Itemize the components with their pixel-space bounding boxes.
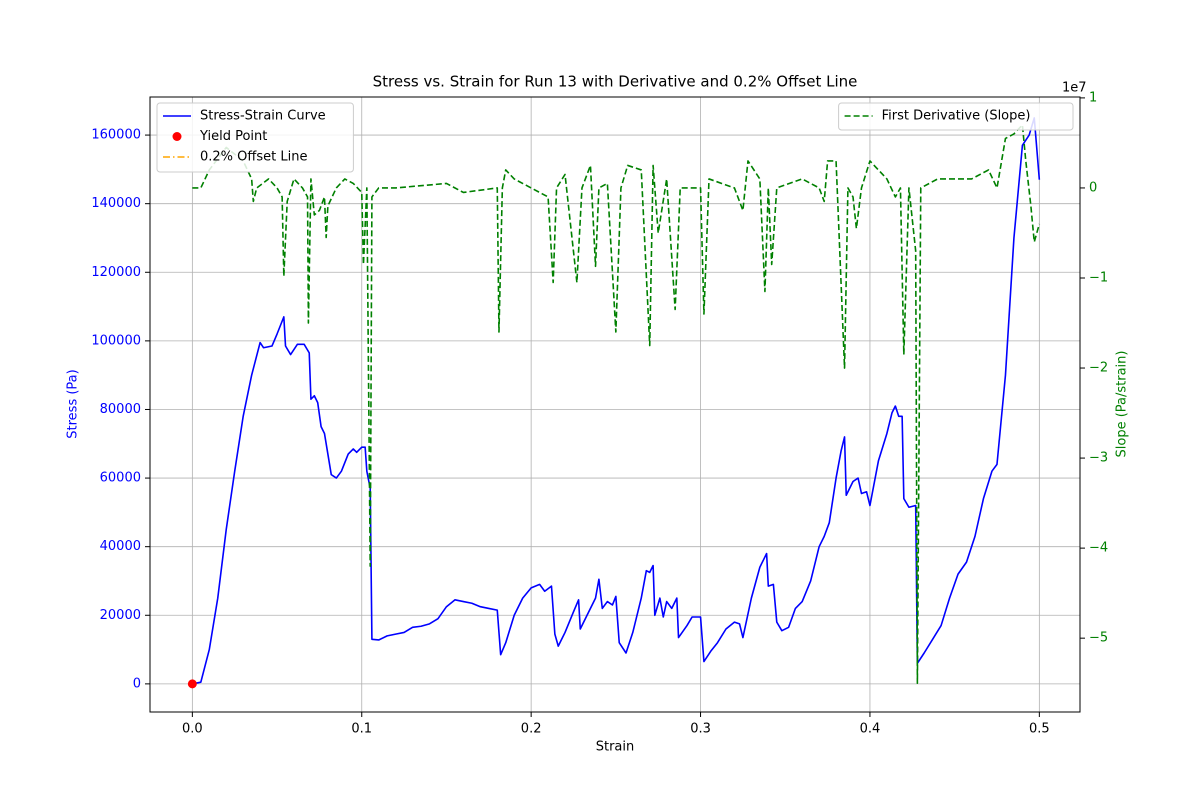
y-tick-label: 100000 [91,333,141,348]
legend-marker [172,132,182,141]
y-tick-label: 60000 [100,471,141,486]
y2-axis-label: Slope (Pa/strain) [1115,351,1130,458]
chart-title: Stress vs. Strain for Run 13 with Deriva… [373,73,858,91]
y2-tick-label: 1 [1089,90,1097,105]
x-tick-label: 0.2 [521,722,542,737]
x-tick-label: 0.0 [182,722,203,737]
y2-tick-label: 0 [1089,180,1097,195]
x-tick-label: 0.4 [860,722,881,737]
x-tick-label: 0.3 [690,722,711,737]
legend-box [838,102,1074,131]
y2-tick-label: −5 [1089,631,1108,646]
plot-frame [149,96,1081,713]
y2-tick-label: −2 [1089,361,1108,376]
y-axis-label: Stress (Pa) [66,369,81,438]
y-tick-label: 40000 [100,539,141,554]
y2-tick-label: −1 [1089,270,1108,285]
x-axis-label: Strain [596,740,635,755]
y2-tick-label: −4 [1089,541,1108,556]
x-tick-label: 0.1 [351,722,372,737]
y-tick-label: 160000 [91,128,141,143]
y-tick-label: 120000 [91,265,141,280]
y-tick-label: 80000 [100,402,141,417]
y2-offset-label: 1e7 [1062,81,1087,96]
derivative-line [192,124,1041,684]
legend-label: Yield Point [199,129,267,144]
yield-point [187,679,197,689]
y-tick-label: 20000 [100,608,141,623]
stress-line [192,117,1041,685]
x-tick-label: 0.5 [1029,722,1050,737]
legend-label: 0.2% Offset Line [200,150,307,165]
y-tick-label: 140000 [91,196,141,211]
legend-label: First Derivative (Slope) [882,109,1031,124]
y-tick-label: 0 [133,676,141,691]
y2-tick-label: −3 [1089,451,1108,466]
legend-label: Stress-Strain Curve [200,109,326,124]
legend-box [156,102,354,173]
